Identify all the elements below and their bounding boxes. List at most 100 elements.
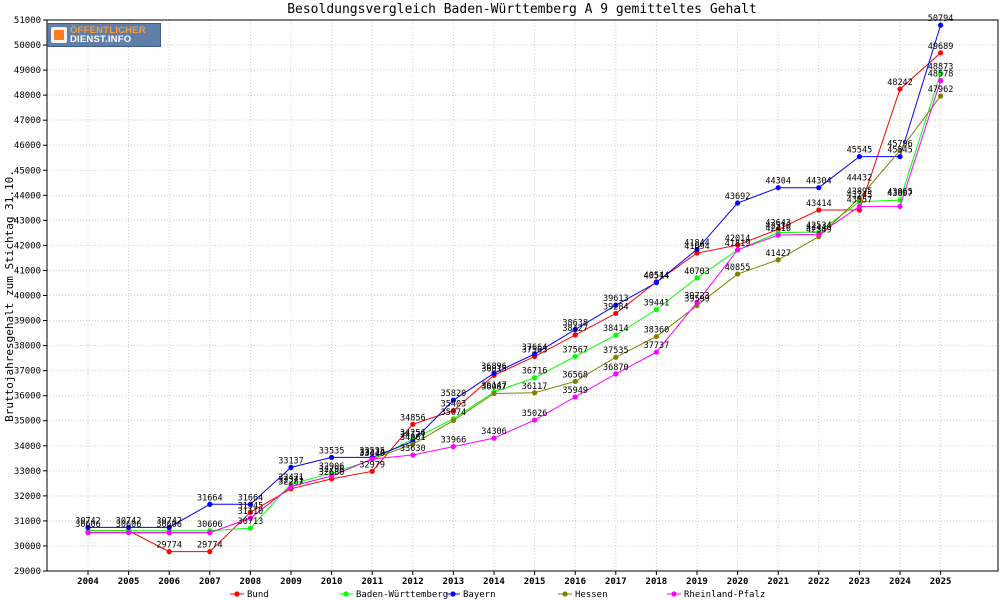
- data-point[interactable]: [207, 530, 213, 536]
- data-point[interactable]: [369, 468, 375, 474]
- data-point[interactable]: [816, 207, 822, 213]
- data-point[interactable]: [369, 456, 375, 462]
- data-label: 43557: [847, 195, 873, 205]
- data-point[interactable]: [329, 454, 335, 461]
- legend-item[interactable]: Baden-Württemberg: [339, 590, 448, 600]
- data-point[interactable]: [897, 86, 903, 92]
- data-label: 48873: [928, 62, 954, 72]
- data-point[interactable]: [572, 332, 578, 338]
- data-point[interactable]: [938, 50, 944, 56]
- legend-item[interactable]: Bayern: [446, 590, 496, 600]
- legend-item[interactable]: Bund: [230, 590, 269, 600]
- x-tick-label: 2024: [889, 577, 911, 587]
- x-tick-label: 2023: [849, 577, 871, 587]
- data-point[interactable]: [572, 394, 578, 400]
- series-hessen: [85, 93, 944, 536]
- data-point[interactable]: [572, 353, 578, 360]
- data-label: 35074: [441, 408, 467, 418]
- data-point[interactable]: [288, 483, 294, 490]
- data-point[interactable]: [572, 327, 578, 333]
- data-point[interactable]: [85, 524, 91, 530]
- data-point[interactable]: [735, 242, 741, 248]
- data-point[interactable]: [694, 275, 700, 281]
- data-point[interactable]: [247, 525, 253, 531]
- data-point[interactable]: [653, 349, 660, 355]
- data-point[interactable]: [166, 549, 172, 555]
- data-point[interactable]: [166, 524, 172, 530]
- data-point[interactable]: [126, 524, 132, 530]
- data-label: 39284: [603, 302, 629, 312]
- data-point[interactable]: [450, 408, 456, 414]
- data-point[interactable]: [938, 70, 944, 76]
- data-point[interactable]: [816, 231, 822, 237]
- data-point[interactable]: [247, 501, 253, 507]
- data-point[interactable]: [410, 441, 416, 447]
- data-point[interactable]: [491, 435, 497, 441]
- data-label: 43414: [806, 199, 832, 209]
- data-point[interactable]: [613, 310, 619, 317]
- data-point[interactable]: [329, 473, 335, 479]
- data-label: 30742: [156, 516, 182, 526]
- legend-item[interactable]: Rheinland-Pfalz: [667, 590, 765, 600]
- data-point[interactable]: [450, 417, 456, 424]
- data-point[interactable]: [735, 247, 741, 253]
- data-point[interactable]: [207, 501, 213, 507]
- legend-item[interactable]: Hessen: [558, 590, 608, 600]
- data-point[interactable]: [532, 417, 538, 423]
- data-point[interactable]: [491, 370, 497, 376]
- data-point[interactable]: [613, 354, 619, 360]
- data-point[interactable]: [938, 93, 944, 99]
- data-point[interactable]: [247, 509, 253, 515]
- data-point[interactable]: [491, 390, 497, 397]
- data-point[interactable]: [653, 280, 660, 286]
- data-point[interactable]: [897, 147, 903, 153]
- data-point[interactable]: [694, 246, 700, 252]
- data-point[interactable]: [694, 299, 700, 306]
- oeffentlicher-dienst-logo[interactable]: ÖFFENTLICHER DIENST.INFO: [47, 23, 161, 47]
- data-label: 36716: [522, 367, 548, 377]
- data-point[interactable]: [613, 371, 619, 377]
- data-point[interactable]: [735, 200, 741, 206]
- data-point[interactable]: [856, 199, 863, 205]
- data-label: 33535: [319, 446, 345, 456]
- data-point[interactable]: [653, 306, 660, 313]
- data-point[interactable]: [775, 232, 781, 238]
- data-point[interactable]: [856, 203, 863, 210]
- data-label: 36896: [481, 362, 507, 372]
- data-point[interactable]: [856, 195, 863, 201]
- data-point[interactable]: [166, 530, 172, 536]
- data-label: 30713: [238, 517, 264, 527]
- data-point[interactable]: [613, 302, 619, 308]
- data-point[interactable]: [856, 207, 863, 213]
- data-point[interactable]: [288, 464, 294, 470]
- logo-text-line1: ÖFFENTLICHER: [70, 25, 146, 36]
- data-point[interactable]: [856, 154, 863, 160]
- data-point[interactable]: [816, 185, 822, 191]
- data-point[interactable]: [450, 397, 456, 403]
- data-point[interactable]: [775, 257, 781, 263]
- data-point[interactable]: [207, 549, 213, 555]
- data-point[interactable]: [897, 154, 903, 160]
- data-point[interactable]: [938, 22, 944, 28]
- data-point[interactable]: [572, 378, 578, 385]
- data-label: 39723: [684, 291, 710, 301]
- data-label: 48242: [887, 78, 913, 88]
- data-point[interactable]: [450, 444, 456, 450]
- data-point[interactable]: [410, 452, 416, 458]
- data-point[interactable]: [85, 530, 91, 536]
- data-point[interactable]: [938, 78, 944, 84]
- data-point[interactable]: [897, 203, 903, 210]
- data-point[interactable]: [694, 250, 700, 256]
- data-point[interactable]: [775, 185, 781, 191]
- data-point[interactable]: [410, 421, 416, 427]
- data-point[interactable]: [735, 271, 741, 277]
- data-point[interactable]: [532, 390, 538, 396]
- data-point[interactable]: [532, 351, 538, 357]
- data-point[interactable]: [532, 375, 538, 381]
- data-point[interactable]: [613, 332, 619, 338]
- data-point[interactable]: [247, 515, 253, 521]
- data-point[interactable]: [653, 333, 660, 340]
- data-point[interactable]: [126, 530, 132, 536]
- y-tick-label: 38000: [14, 342, 41, 352]
